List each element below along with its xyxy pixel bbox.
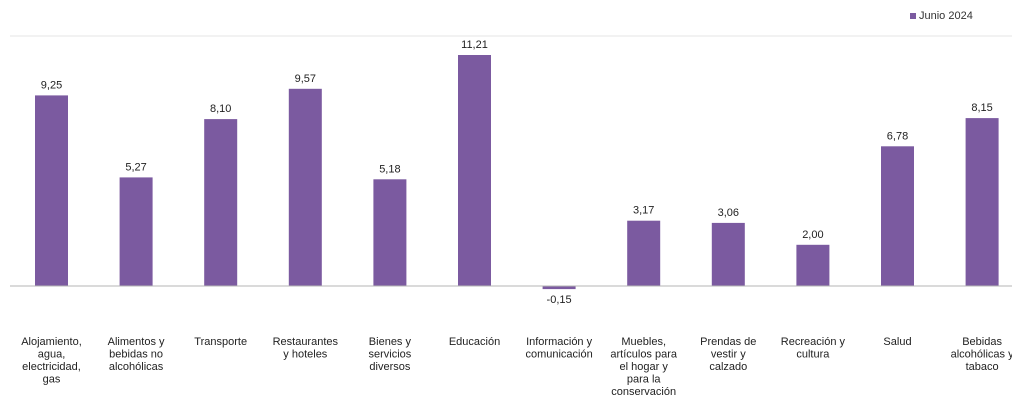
legend-label: Junio 2024 — [919, 10, 973, 22]
data-label: -0,15 — [547, 294, 572, 306]
category-label: Recreación y cultura — [781, 336, 846, 361]
bar — [711, 222, 745, 286]
category-label: Transporte — [194, 336, 247, 348]
bar — [881, 146, 914, 286]
category-label-line: tabaco — [966, 361, 999, 373]
category-label-line: vestir y — [711, 349, 746, 361]
data-label: 3,06 — [718, 207, 739, 219]
category-label: Prendas de vestir y calzado — [700, 336, 756, 373]
bar — [119, 177, 153, 286]
bar — [796, 244, 830, 286]
category-label: Educación — [449, 336, 500, 348]
bar — [965, 118, 999, 286]
category-label-line: alcohólicas y — [951, 349, 1012, 361]
category-label-line: comunicación — [525, 349, 592, 361]
data-label: 6,78 — [887, 130, 908, 142]
category-label-line: servicios — [369, 349, 412, 361]
data-label: 5,27 — [125, 161, 146, 173]
legend: Junio 2024 — [910, 10, 973, 22]
category-label: Alojamiento, agua, electricidad, gas — [21, 336, 82, 386]
category-label: Alimentos y bebidas no alcohólicas — [108, 336, 165, 373]
data-label: 8,10 — [210, 103, 231, 115]
category-label: Muebles, artículos para el hogar y para la c… — [610, 336, 678, 398]
category-label-line: cultura — [796, 349, 830, 361]
category-label-line: bebidas no — [109, 349, 163, 361]
bars-group — [35, 55, 999, 290]
category-label: Restaurantes y hoteles — [273, 336, 339, 361]
bar — [35, 95, 68, 287]
bar — [627, 220, 661, 286]
bar — [204, 119, 238, 286]
category-label-line: agua, — [38, 349, 66, 361]
category-label: Salud — [883, 336, 911, 348]
category-label: Bebidas alcohólicas y tabaco — [951, 336, 1012, 373]
value-labels-group: 9,25 5,27 8,10 9,57 5,18 11,21 -0,15 3,17 3,06 2,… — [41, 39, 993, 306]
data-label: 3,17 — [633, 205, 654, 217]
category-label-line: calzado — [709, 361, 747, 373]
category-label-line: Transporte — [194, 336, 247, 348]
category-label-line: Alimentos y — [108, 336, 165, 348]
category-label-line: conservación — [611, 386, 676, 398]
category-label-line: alcohólicas — [109, 361, 164, 373]
category-label-line: Restaurantes — [273, 336, 339, 348]
category-label-line: Alojamiento, — [21, 336, 82, 348]
category-label-line: Muebles, — [621, 336, 666, 348]
category-label-line: Prendas de — [700, 336, 756, 348]
category-label-line: y hoteles — [283, 349, 328, 361]
legend-swatch — [910, 13, 916, 19]
category-label-line: Información y — [526, 336, 593, 348]
category-labels-group: Alojamiento, agua, electricidad, gas Aliment… — [21, 336, 1012, 398]
data-label: 11,21 — [461, 39, 488, 51]
data-label: 5,18 — [379, 163, 400, 175]
category-label-line: Recreación y — [781, 336, 846, 348]
category-label: Bienes y servicios diversos — [369, 336, 412, 373]
bar — [542, 286, 576, 290]
bar — [458, 55, 491, 286]
category-label-line: electricidad, — [22, 361, 81, 373]
data-label: 8,15 — [971, 102, 992, 114]
category-label-line: gas — [43, 374, 61, 386]
category-label-line: Bienes y — [369, 336, 412, 348]
bar — [288, 88, 322, 286]
category-label-line: el hogar y — [620, 361, 669, 373]
category-label-line: para la — [627, 374, 662, 386]
bar — [373, 179, 407, 286]
category-label-line: diversos — [369, 361, 410, 373]
category-label: Información y comunicación — [525, 336, 592, 361]
data-label: 9,25 — [41, 79, 62, 91]
category-label-line: artículos para — [610, 349, 678, 361]
category-label-line: Educación — [449, 336, 500, 348]
category-label-line: Bebidas — [962, 336, 1002, 348]
data-label: 2,00 — [802, 229, 823, 241]
category-label-line: Salud — [883, 336, 911, 348]
data-label: 9,57 — [295, 73, 316, 85]
